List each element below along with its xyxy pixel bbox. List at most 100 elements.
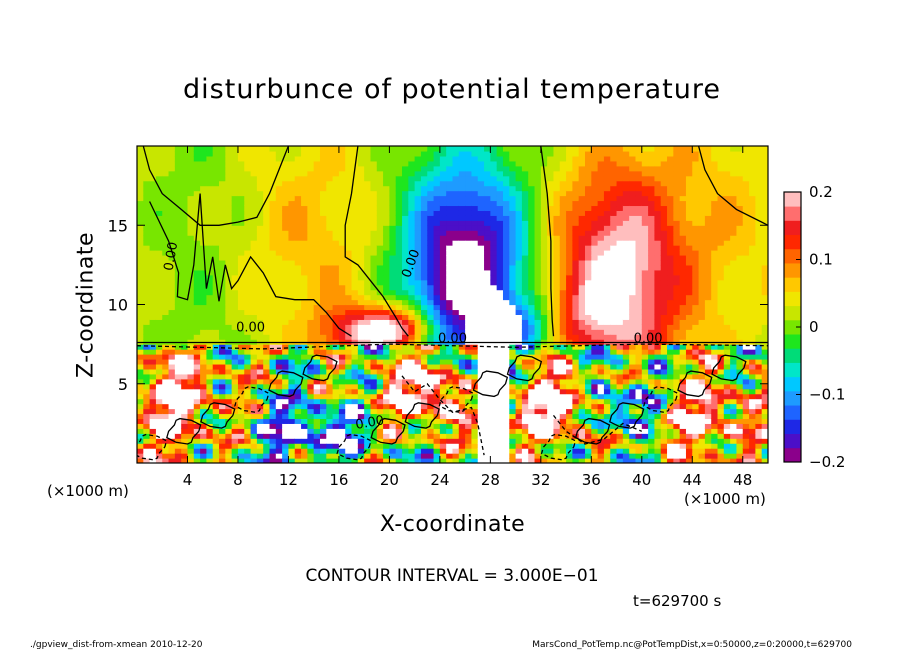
heatmap-cell bbox=[515, 180, 523, 187]
heatmap-cell bbox=[572, 354, 580, 360]
heatmap-cell bbox=[338, 155, 346, 162]
heatmap-cell bbox=[553, 299, 561, 306]
heatmap-cell bbox=[319, 170, 327, 177]
heatmap-cell bbox=[313, 363, 321, 370]
heatmap-cell bbox=[465, 200, 473, 207]
heatmap-cell bbox=[578, 170, 586, 177]
heatmap-cell bbox=[155, 165, 163, 172]
heatmap-cell bbox=[364, 245, 372, 251]
heatmap-cell bbox=[408, 279, 416, 286]
heatmap-cell bbox=[616, 180, 624, 187]
heatmap-cell bbox=[212, 304, 220, 311]
heatmap-cell bbox=[477, 146, 485, 152]
heatmap-cell bbox=[585, 438, 592, 444]
heatmap-cell bbox=[244, 225, 252, 231]
heatmap-cell bbox=[515, 373, 523, 380]
heatmap-cell bbox=[364, 368, 372, 375]
heatmap-cell bbox=[616, 225, 624, 231]
heatmap-cell bbox=[616, 269, 624, 276]
heatmap-cell bbox=[484, 175, 491, 182]
heatmap-cell bbox=[515, 363, 523, 370]
heatmap-cell bbox=[301, 438, 308, 444]
heatmap-cell bbox=[572, 215, 580, 221]
heatmap-cell bbox=[597, 309, 605, 315]
heatmap-cell bbox=[244, 240, 252, 246]
heatmap-cell bbox=[288, 289, 296, 296]
heatmap-cell bbox=[313, 254, 321, 261]
heatmap-cell bbox=[294, 329, 302, 335]
heatmap-cell bbox=[263, 299, 271, 306]
heatmap-cell bbox=[446, 195, 454, 202]
heatmap-cell bbox=[395, 304, 403, 311]
heatmap-cell bbox=[288, 150, 296, 157]
heatmap-cell bbox=[622, 438, 630, 444]
heatmap-cell bbox=[212, 438, 220, 444]
heatmap-cell bbox=[439, 190, 447, 197]
heatmap-cell bbox=[193, 180, 201, 187]
heatmap-cell bbox=[225, 438, 233, 444]
heatmap-cell bbox=[572, 150, 580, 157]
heatmap-cell bbox=[420, 443, 428, 449]
heatmap-cell bbox=[477, 259, 485, 266]
heatmap-cell bbox=[370, 195, 378, 202]
heatmap-cell bbox=[585, 245, 592, 251]
heatmap-cell bbox=[414, 259, 422, 266]
heatmap-cell bbox=[484, 428, 491, 434]
heatmap-cell bbox=[326, 294, 334, 301]
heatmap-cell bbox=[591, 458, 599, 463]
heatmap-cell bbox=[263, 314, 271, 320]
heatmap-cell bbox=[357, 408, 365, 415]
heatmap-cell bbox=[452, 160, 460, 167]
heatmap-cell bbox=[143, 334, 151, 340]
heatmap-cell bbox=[616, 254, 624, 261]
heatmap-cell bbox=[187, 324, 195, 330]
heatmap-cell bbox=[471, 200, 479, 207]
heatmap-cell bbox=[200, 284, 208, 291]
heatmap-cell bbox=[212, 190, 220, 197]
heatmap-cell bbox=[515, 309, 523, 315]
heatmap-cell bbox=[294, 250, 302, 256]
heatmap-cell bbox=[603, 190, 611, 197]
heatmap-cell bbox=[521, 264, 529, 271]
heatmap-cell bbox=[471, 329, 479, 335]
heatmap-cell bbox=[484, 230, 491, 236]
heatmap-cell bbox=[458, 334, 466, 340]
heatmap-cell bbox=[408, 245, 416, 251]
heatmap-cell bbox=[326, 215, 334, 221]
heatmap-cell bbox=[572, 160, 580, 167]
heatmap-cell bbox=[553, 225, 561, 231]
heatmap-cell bbox=[427, 324, 435, 330]
heatmap-cell bbox=[269, 245, 277, 251]
heatmap-cell bbox=[471, 274, 479, 281]
heatmap-cell bbox=[326, 200, 334, 207]
heatmap-cell bbox=[351, 329, 359, 335]
heatmap-cell bbox=[383, 205, 390, 211]
heatmap-cell bbox=[307, 180, 315, 187]
heatmap-cell bbox=[433, 354, 441, 360]
heatmap-cell bbox=[408, 254, 416, 261]
heatmap-cell bbox=[383, 378, 390, 385]
heatmap-cell bbox=[137, 205, 144, 211]
heatmap-cell bbox=[559, 215, 567, 221]
heatmap-cell bbox=[338, 180, 346, 187]
heatmap-cell bbox=[307, 334, 315, 340]
heatmap-cell bbox=[200, 200, 208, 207]
heatmap-cell bbox=[496, 423, 504, 429]
heatmap-cell bbox=[559, 448, 567, 454]
heatmap-cell bbox=[408, 215, 416, 221]
heatmap-cell bbox=[301, 329, 308, 335]
heatmap-cell bbox=[301, 388, 308, 395]
heatmap-cell bbox=[597, 354, 605, 360]
heatmap-cell bbox=[206, 165, 214, 172]
heatmap-cell bbox=[174, 220, 182, 226]
heatmap-cell bbox=[465, 160, 473, 167]
heatmap-cell bbox=[370, 279, 378, 286]
heatmap-cell bbox=[616, 354, 624, 360]
heatmap-cell bbox=[212, 378, 220, 385]
heatmap-cell bbox=[237, 259, 245, 266]
heatmap-cell bbox=[534, 304, 542, 311]
heatmap-cell bbox=[263, 279, 271, 286]
heatmap-cell bbox=[502, 423, 510, 429]
heatmap-cell bbox=[521, 200, 529, 207]
heatmap-cell bbox=[622, 294, 630, 301]
